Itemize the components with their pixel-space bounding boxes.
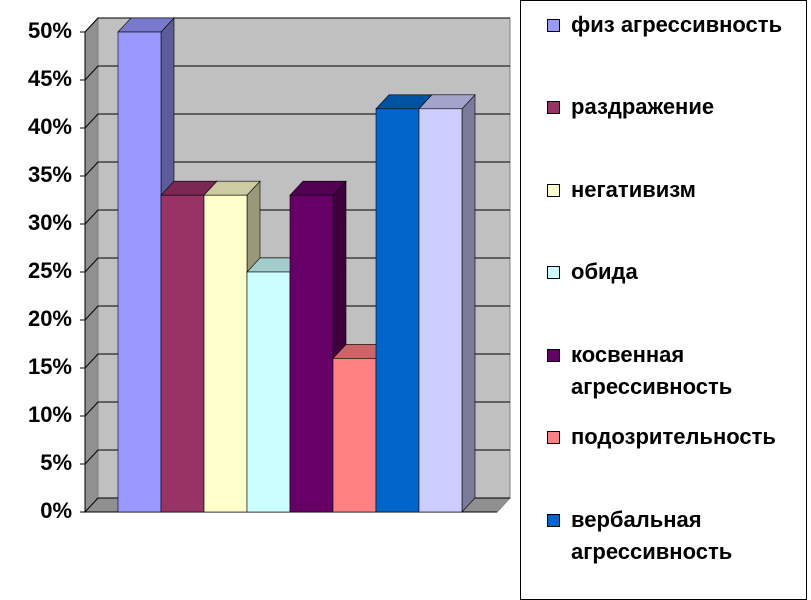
legend-label: негативизм <box>571 177 696 202</box>
legend-item: обида <box>547 256 811 288</box>
chart: 0% 5% 10% 15% 20% 25% 30% 35% 40% 45% 50% <box>28 16 512 523</box>
grid-line <box>84 209 510 225</box>
legend-swatch <box>547 101 560 114</box>
legend-item: раздражение <box>547 91 811 123</box>
y-tick-label: 10% <box>28 402 72 427</box>
page: 0% 5% 10% 15% 20% 25% 30% 35% 40% 45% 50% физ агре… <box>27 0 807 600</box>
bar <box>375 108 420 513</box>
legend-label: обида <box>571 259 638 284</box>
bar-side <box>461 94 476 513</box>
legend-label: раздражение <box>571 94 715 119</box>
legend-label: вербальная агрессивность <box>571 507 733 564</box>
y-tick-label: 40% <box>28 114 72 139</box>
legend-swatch <box>547 184 560 197</box>
legend-swatch <box>547 349 560 362</box>
legend-item: вербальная агрессивность <box>547 504 811 568</box>
y-tick-label: 20% <box>28 306 72 331</box>
y-tick-label: 35% <box>28 162 72 187</box>
bar <box>160 194 205 513</box>
y-tick-label: 25% <box>28 258 72 283</box>
legend-swatch <box>547 431 560 444</box>
bar <box>246 271 291 513</box>
y-tick-label: 45% <box>28 66 72 91</box>
grid-line <box>84 257 510 273</box>
legend-item: негативизм <box>547 174 811 206</box>
legend: физ агрессивность раздражение негативизм об… <box>520 0 807 600</box>
grid-line <box>84 65 510 81</box>
bar <box>117 31 162 513</box>
legend-item: физ агрессивность <box>547 9 811 41</box>
bar <box>418 108 463 513</box>
legend-label: подозрительность <box>571 424 776 449</box>
y-tick-label: 0% <box>40 498 72 523</box>
legend-item: подозрительность <box>547 421 811 453</box>
legend-swatch <box>547 266 560 279</box>
y-tick-label: 5% <box>40 450 72 475</box>
grid-line <box>84 17 510 33</box>
legend-label: физ агрессивность <box>571 12 783 37</box>
bar <box>289 194 334 513</box>
legend-label: косвенная агрессивность <box>571 342 733 399</box>
legend-swatch <box>547 19 560 32</box>
legend-swatch <box>547 514 560 527</box>
y-tick-label: 30% <box>28 210 72 235</box>
grid-line <box>84 161 510 177</box>
grid-line <box>84 113 510 129</box>
y-tick-label: 15% <box>28 354 72 379</box>
bar <box>332 358 377 513</box>
bar <box>203 194 248 513</box>
grid-line <box>84 305 510 321</box>
legend-item: косвенная агрессивность <box>547 339 811 403</box>
y-tick-label: 50% <box>28 18 72 43</box>
